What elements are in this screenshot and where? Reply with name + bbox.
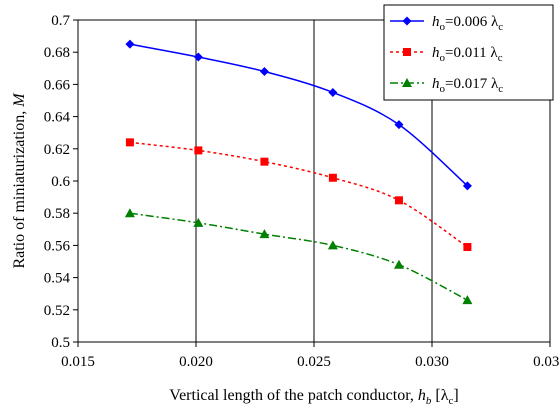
series-1 xyxy=(125,39,472,191)
legend-label-part: λ xyxy=(491,14,499,30)
x-tick-label: 0.020 xyxy=(179,354,213,370)
y-tick-label: 0.6 xyxy=(51,174,70,190)
legend-label-part: h xyxy=(432,76,440,92)
data-point xyxy=(394,196,403,205)
legend-label-part: o xyxy=(440,52,446,64)
series-3 xyxy=(124,208,473,305)
legend-marker xyxy=(402,78,412,87)
data-point xyxy=(462,295,473,305)
series-layer xyxy=(124,39,473,305)
x-tick-label: 0.015 xyxy=(61,354,95,370)
data-point xyxy=(193,217,204,227)
data-point xyxy=(393,259,404,269)
y-tick-label: 0.54 xyxy=(44,271,71,287)
data-point xyxy=(463,243,472,252)
y-tick-label: 0.64 xyxy=(44,110,71,126)
data-point xyxy=(124,208,135,218)
series-2 xyxy=(125,138,472,252)
data-point xyxy=(125,138,134,147)
data-point xyxy=(462,181,472,191)
data-point xyxy=(194,146,203,155)
x-tick-label: 0.025 xyxy=(297,354,331,370)
legend-entry-1: ho=0.006 λc xyxy=(390,14,503,33)
data-point xyxy=(328,173,337,182)
data-point xyxy=(125,39,135,49)
x-axis-title-unit-open: [ xyxy=(431,387,440,404)
x-axis-title-unit-sub: c xyxy=(448,395,453,407)
data-point xyxy=(328,87,338,97)
legend-label-part: =0.011 xyxy=(445,45,490,61)
y-axis-title-var: M xyxy=(11,92,28,108)
y-axis-title: Ratio of miniaturization, M xyxy=(11,92,28,269)
data-point xyxy=(260,157,269,166)
legend-label-part: =0.017 xyxy=(445,76,491,92)
data-point xyxy=(259,229,270,239)
data-point xyxy=(394,120,404,130)
x-axis-title-main: Vertical length of the patch conductor, xyxy=(169,387,418,404)
legend-label-part: h xyxy=(432,45,440,61)
x-axis-title-var: h xyxy=(418,387,426,404)
series-line xyxy=(129,141,468,248)
y-axis-ticks: 0.5 0.52 0.54 0.56 0.58 0.6 0.62 0.64 0.66 0.68 0.… xyxy=(44,13,78,351)
legend-label-part: λ xyxy=(490,45,498,61)
y-tick-label: 0.58 xyxy=(44,206,70,222)
y-tick-label: 0.5 xyxy=(51,335,70,351)
legend-label-part: c xyxy=(498,83,503,95)
legend-label-part: h xyxy=(432,14,440,30)
x-tick-label: 0.035 xyxy=(533,354,560,370)
legend-label: ho=0.011 λc xyxy=(432,45,503,64)
x-axis-title-var-sub: b xyxy=(426,395,432,407)
y-tick-label: 0.56 xyxy=(44,238,71,254)
series-line xyxy=(129,43,468,187)
y-tick-label: 0.68 xyxy=(44,45,70,61)
x-axis-title-unit: λ xyxy=(441,387,449,404)
y-axis-title-main: Ratio of miniaturization, xyxy=(11,107,28,269)
x-tick-label: 0.030 xyxy=(415,354,449,370)
x-axis-ticks: 0.015 0.020 0.025 0.030 0.035 xyxy=(61,342,560,370)
y-tick-label: 0.7 xyxy=(51,13,70,29)
data-point xyxy=(193,52,203,62)
y-tick-label: 0.52 xyxy=(44,303,70,319)
legend-marker xyxy=(403,48,411,56)
legend-label-part: c xyxy=(498,52,503,64)
data-point xyxy=(327,240,338,250)
x-axis-title-unit-close: ] xyxy=(453,387,458,404)
legend-label: ho=0.017 λc xyxy=(432,76,503,95)
legend-label: ho=0.006 λc xyxy=(432,14,503,33)
legend-entry-2: ho=0.011 λc xyxy=(390,45,503,64)
legend-marker xyxy=(402,16,412,26)
legend-label-part: c xyxy=(498,21,503,33)
legend-label-part: o xyxy=(440,21,446,33)
data-point xyxy=(259,67,269,77)
y-tick-label: 0.66 xyxy=(44,77,71,93)
legend-label-part: =0.006 xyxy=(445,14,491,30)
legend-entry-3: ho=0.017 λc xyxy=(390,76,503,95)
x-axis-title: Vertical length of the patch conductor, … xyxy=(169,387,458,407)
y-tick-label: 0.62 xyxy=(44,142,70,158)
legend-label-part: λ xyxy=(491,76,499,92)
legend-label-part: o xyxy=(440,83,446,95)
